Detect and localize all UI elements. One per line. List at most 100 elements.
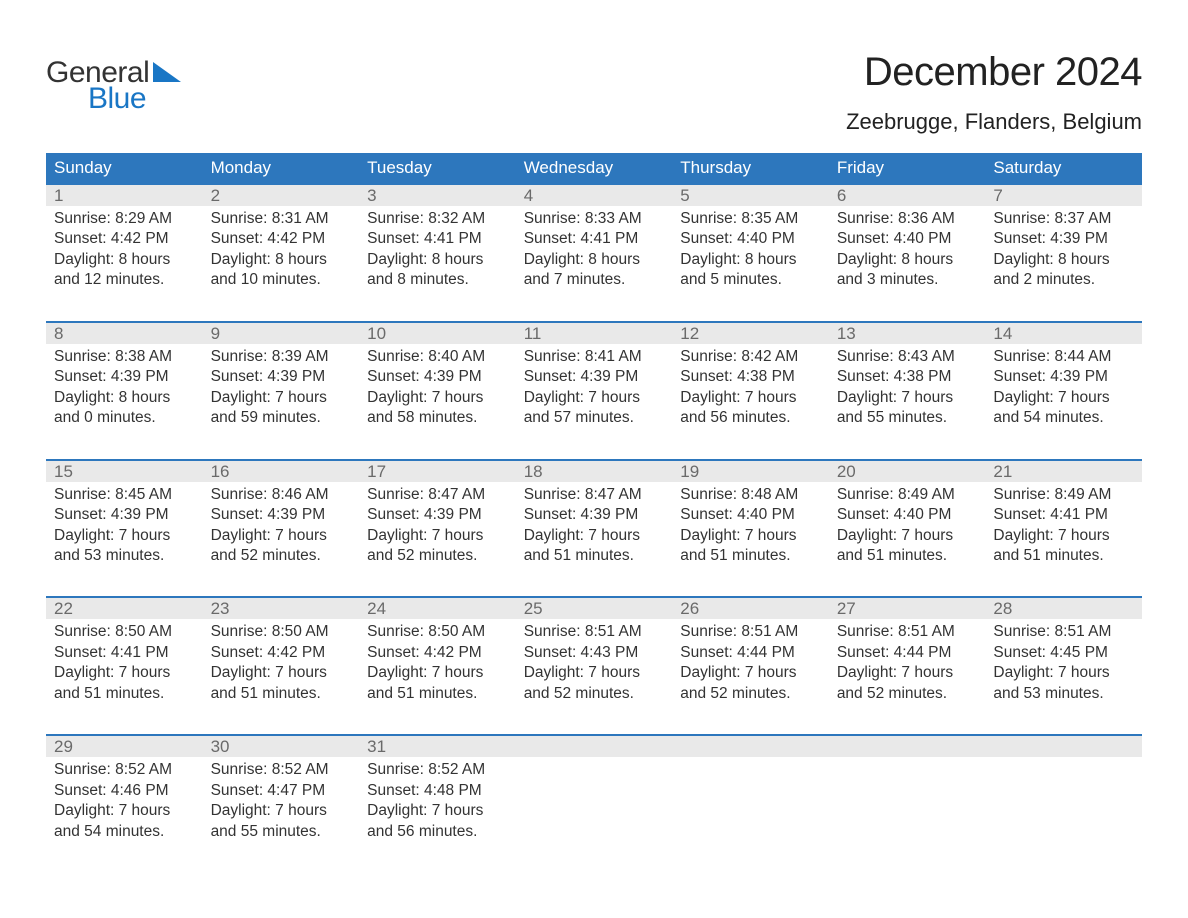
detail-d1: Daylight: 7 hours — [680, 388, 821, 408]
detail-sunset: Sunset: 4:39 PM — [54, 367, 195, 387]
detail-d1: Daylight: 7 hours — [367, 526, 508, 546]
detail-d1: Daylight: 8 hours — [680, 250, 821, 270]
detail-sunrise: Sunrise: 8:50 AM — [367, 622, 508, 642]
detail-sunset: Sunset: 4:43 PM — [524, 643, 665, 663]
detail-d2: and 12 minutes. — [54, 270, 195, 290]
day-number-cell: 29 — [46, 736, 203, 757]
day-number-cell: 25 — [516, 598, 673, 619]
day-detail-cell: Sunrise: 8:32 AMSunset: 4:41 PMDaylight:… — [359, 206, 516, 322]
detail-d1: Daylight: 7 hours — [524, 526, 665, 546]
detail-d1: Daylight: 8 hours — [54, 388, 195, 408]
detail-sunrise: Sunrise: 8:37 AM — [993, 209, 1134, 229]
detail-sunset: Sunset: 4:41 PM — [993, 505, 1134, 525]
day-detail-cell: Sunrise: 8:41 AMSunset: 4:39 PMDaylight:… — [516, 344, 673, 460]
detail-d1: Daylight: 8 hours — [524, 250, 665, 270]
day-detail-cell: Sunrise: 8:46 AMSunset: 4:39 PMDaylight:… — [203, 482, 360, 598]
detail-d2: and 54 minutes. — [993, 408, 1134, 428]
detail-d1: Daylight: 7 hours — [680, 663, 821, 683]
day-number-cell: 15 — [46, 461, 203, 482]
detail-d1: Daylight: 8 hours — [211, 250, 352, 270]
detail-sunset: Sunset: 4:41 PM — [54, 643, 195, 663]
day-detail-cell — [516, 757, 673, 852]
detail-sunrise: Sunrise: 8:39 AM — [211, 347, 352, 367]
detail-d2: and 52 minutes. — [524, 684, 665, 704]
day-header: Sunday — [46, 153, 203, 184]
detail-sunset: Sunset: 4:41 PM — [524, 229, 665, 249]
detail-d2: and 3 minutes. — [837, 270, 978, 290]
day-number-cell: 23 — [203, 598, 360, 619]
day-detail-cell: Sunrise: 8:52 AMSunset: 4:47 PMDaylight:… — [203, 757, 360, 852]
detail-row: Sunrise: 8:29 AMSunset: 4:42 PMDaylight:… — [46, 206, 1142, 322]
detail-d1: Daylight: 7 hours — [680, 526, 821, 546]
day-number-cell: 1 — [46, 185, 203, 206]
detail-d1: Daylight: 7 hours — [367, 801, 508, 821]
detail-sunset: Sunset: 4:39 PM — [54, 505, 195, 525]
detail-d1: Daylight: 8 hours — [367, 250, 508, 270]
day-number-cell: 20 — [829, 461, 986, 482]
detail-sunset: Sunset: 4:44 PM — [837, 643, 978, 663]
detail-row: Sunrise: 8:50 AMSunset: 4:41 PMDaylight:… — [46, 619, 1142, 735]
detail-sunrise: Sunrise: 8:36 AM — [837, 209, 978, 229]
day-detail-cell: Sunrise: 8:44 AMSunset: 4:39 PMDaylight:… — [985, 344, 1142, 460]
day-detail-cell: Sunrise: 8:52 AMSunset: 4:48 PMDaylight:… — [359, 757, 516, 852]
detail-sunset: Sunset: 4:41 PM — [367, 229, 508, 249]
day-detail-cell: Sunrise: 8:36 AMSunset: 4:40 PMDaylight:… — [829, 206, 986, 322]
detail-d1: Daylight: 7 hours — [211, 388, 352, 408]
day-header: Monday — [203, 153, 360, 184]
detail-d2: and 52 minutes. — [837, 684, 978, 704]
day-number-cell: 31 — [359, 736, 516, 757]
detail-d2: and 51 minutes. — [524, 546, 665, 566]
detail-sunset: Sunset: 4:39 PM — [993, 367, 1134, 387]
detail-d2: and 51 minutes. — [993, 546, 1134, 566]
day-detail-cell: Sunrise: 8:51 AMSunset: 4:44 PMDaylight:… — [672, 619, 829, 735]
day-number-cell: 4 — [516, 185, 673, 206]
daynum-row: 293031 — [46, 736, 1142, 757]
day-detail-cell: Sunrise: 8:49 AMSunset: 4:41 PMDaylight:… — [985, 482, 1142, 598]
detail-d1: Daylight: 7 hours — [524, 663, 665, 683]
day-number-cell: 7 — [985, 185, 1142, 206]
detail-sunrise: Sunrise: 8:51 AM — [524, 622, 665, 642]
day-header: Friday — [829, 153, 986, 184]
detail-sunset: Sunset: 4:40 PM — [680, 505, 821, 525]
day-number-cell: 12 — [672, 323, 829, 344]
day-number-cell — [516, 736, 673, 757]
detail-d2: and 58 minutes. — [367, 408, 508, 428]
detail-sunrise: Sunrise: 8:51 AM — [680, 622, 821, 642]
day-detail-cell: Sunrise: 8:49 AMSunset: 4:40 PMDaylight:… — [829, 482, 986, 598]
detail-sunrise: Sunrise: 8:52 AM — [211, 760, 352, 780]
detail-sunset: Sunset: 4:42 PM — [54, 229, 195, 249]
day-detail-cell: Sunrise: 8:47 AMSunset: 4:39 PMDaylight:… — [516, 482, 673, 598]
day-number-cell: 17 — [359, 461, 516, 482]
detail-sunrise: Sunrise: 8:40 AM — [367, 347, 508, 367]
detail-sunrise: Sunrise: 8:46 AM — [211, 485, 352, 505]
day-detail-cell: Sunrise: 8:37 AMSunset: 4:39 PMDaylight:… — [985, 206, 1142, 322]
detail-sunset: Sunset: 4:46 PM — [54, 781, 195, 801]
detail-sunrise: Sunrise: 8:50 AM — [54, 622, 195, 642]
detail-sunrise: Sunrise: 8:33 AM — [524, 209, 665, 229]
detail-sunrise: Sunrise: 8:50 AM — [211, 622, 352, 642]
detail-d2: and 7 minutes. — [524, 270, 665, 290]
detail-d1: Daylight: 7 hours — [993, 663, 1134, 683]
day-header-row: SundayMondayTuesdayWednesdayThursdayFrid… — [46, 153, 1142, 184]
day-detail-cell: Sunrise: 8:29 AMSunset: 4:42 PMDaylight:… — [46, 206, 203, 322]
detail-sunset: Sunset: 4:39 PM — [211, 505, 352, 525]
detail-sunset: Sunset: 4:47 PM — [211, 781, 352, 801]
detail-d2: and 56 minutes. — [680, 408, 821, 428]
detail-d2: and 59 minutes. — [211, 408, 352, 428]
day-number-cell: 5 — [672, 185, 829, 206]
detail-sunrise: Sunrise: 8:47 AM — [367, 485, 508, 505]
detail-sunrise: Sunrise: 8:38 AM — [54, 347, 195, 367]
day-number-cell — [672, 736, 829, 757]
detail-sunset: Sunset: 4:42 PM — [367, 643, 508, 663]
detail-d1: Daylight: 7 hours — [993, 526, 1134, 546]
day-number-cell: 16 — [203, 461, 360, 482]
detail-d2: and 51 minutes. — [367, 684, 508, 704]
detail-sunrise: Sunrise: 8:41 AM — [524, 347, 665, 367]
detail-row: Sunrise: 8:52 AM Sunset: 4:46 PM Daylight:… — [46, 757, 1142, 852]
day-header: Saturday — [985, 153, 1142, 184]
detail-d2: and 52 minutes. — [680, 684, 821, 704]
detail-d2: and 52 minutes. — [367, 546, 508, 566]
detail-d2: and 51 minutes. — [54, 684, 195, 704]
detail-d1: Daylight: 8 hours — [837, 250, 978, 270]
day-detail-cell — [985, 757, 1142, 852]
